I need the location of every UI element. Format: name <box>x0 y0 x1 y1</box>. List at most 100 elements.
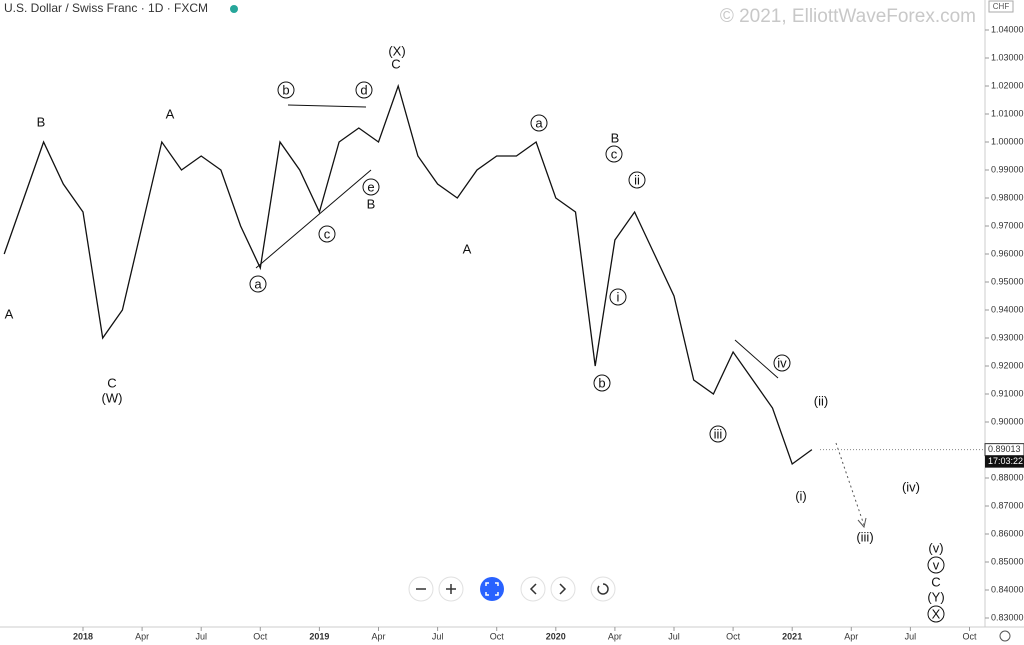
x-tick-label: Apr <box>135 631 149 641</box>
y-tick-label: 0.83000 <box>991 612 1024 622</box>
wave-label: B <box>611 130 620 145</box>
y-tick-label: 0.90000 <box>991 416 1024 426</box>
wave-label: ii <box>634 172 640 187</box>
wave-label: B <box>37 114 46 129</box>
x-tick-label: Apr <box>371 631 385 641</box>
y-tick-label: 0.92000 <box>991 360 1024 370</box>
y-tick-label: 1.02000 <box>991 80 1024 90</box>
watermark: © 2021, ElliottWaveForex.com <box>720 6 976 27</box>
toolbar <box>408 576 616 602</box>
currency-box <box>988 0 1014 13</box>
wave-label: d <box>360 82 367 97</box>
refresh-button[interactable] <box>590 576 616 602</box>
wave-label: A <box>463 241 472 256</box>
y-tick-label: 0.94000 <box>991 304 1024 314</box>
icon <box>559 583 567 595</box>
wave-label: (ii) <box>814 393 828 408</box>
wave-circle <box>355 81 373 99</box>
wave-label: iv <box>777 355 787 370</box>
wave-circle <box>773 354 791 372</box>
y-tick-label: 0.84000 <box>991 584 1024 594</box>
currency: CHF <box>993 2 1010 11</box>
wave-circle <box>927 605 945 623</box>
wave-circle <box>318 225 336 243</box>
y-tick-label: 1.00000 <box>991 136 1024 146</box>
wave-circle <box>593 374 611 392</box>
icon <box>485 582 499 596</box>
wave-label: (iii) <box>856 529 873 544</box>
wave-label: a <box>254 276 262 291</box>
x-tick-label: 2021 <box>782 631 802 641</box>
price-line <box>3 83 813 466</box>
reset-button[interactable] <box>480 577 504 601</box>
triangle-upper-line <box>287 104 367 108</box>
wave-label: (Y) <box>927 589 944 604</box>
x-tick-label: Oct <box>962 631 977 641</box>
wave-label: e <box>367 179 374 194</box>
y-tick-label: 0.88000 <box>991 472 1024 482</box>
y-tick-label: 1.03000 <box>991 52 1024 62</box>
countdown: 17:03:22 <box>988 456 1023 466</box>
icon <box>446 584 456 594</box>
chart-title: U.S. Dollar / Swiss Franc · 1D · FXCM <box>4 1 208 15</box>
x-tick-label: Jul <box>668 631 680 641</box>
y-tick-label: 1.04000 <box>991 24 1024 34</box>
wave-circle <box>605 145 623 163</box>
wave-circle <box>609 288 627 306</box>
x-tick-label: Oct <box>726 631 741 641</box>
scroll-right-button[interactable] <box>550 576 576 602</box>
y-tick-label: 0.95000 <box>991 276 1024 286</box>
wave-label: C <box>391 56 400 71</box>
wave-circle <box>249 275 267 293</box>
x-tick-label: Apr <box>844 631 858 641</box>
wave-label: c <box>611 146 618 161</box>
y-tick-label: 0.99000 <box>991 164 1024 174</box>
wave-circle <box>277 81 295 99</box>
x-tick-label: 2020 <box>546 631 566 641</box>
wave-label: (i) <box>795 488 807 503</box>
wave-label: (v) <box>928 540 943 555</box>
y-tick-label: 0.91000 <box>991 388 1024 398</box>
y-tick-label: 0.98000 <box>991 192 1024 202</box>
triangle-lower-line <box>255 169 372 269</box>
x-tick-label: 2018 <box>73 631 93 641</box>
scroll-left-button[interactable] <box>520 576 546 602</box>
x-tick-label: Jul <box>905 631 917 641</box>
wave-label: C <box>931 574 940 589</box>
last-price: 0.89013 <box>988 444 1021 454</box>
wave-circle <box>530 114 548 132</box>
y-tick-label: 1.01000 <box>991 108 1024 118</box>
wave-circle <box>628 171 646 189</box>
y-tick-label: 0.96000 <box>991 248 1024 258</box>
y-tick-label: 0.86000 <box>991 528 1024 538</box>
countdown-box <box>985 455 1024 468</box>
wave-label: A <box>166 106 175 121</box>
x-tick-label: 2019 <box>309 631 329 641</box>
x-tick-label: Oct <box>253 631 268 641</box>
wave-label: c <box>324 226 331 241</box>
wave-label: (W) <box>102 390 123 405</box>
wave-label: B <box>367 196 376 211</box>
wedge-line <box>734 339 779 379</box>
wave-circle <box>709 425 727 443</box>
x-tick-label: Jul <box>432 631 444 641</box>
wave-label: iii <box>714 426 723 441</box>
wave-label: b <box>598 375 605 390</box>
y-tick-label: 0.87000 <box>991 500 1024 510</box>
x-tick-label: Oct <box>490 631 505 641</box>
wave-label: b <box>282 82 289 97</box>
icon <box>597 583 609 595</box>
y-tick-label: 0.93000 <box>991 332 1024 342</box>
wave-label: a <box>535 115 543 130</box>
settings-button[interactable] <box>999 630 1011 642</box>
wave-circle <box>362 178 380 196</box>
wave-label: C <box>107 375 116 390</box>
x-tick-label: Apr <box>608 631 622 641</box>
wave-label: A <box>5 306 14 321</box>
status-dot <box>230 5 238 13</box>
wave-label: (iv) <box>902 479 920 494</box>
y-tick-label: 0.85000 <box>991 556 1024 566</box>
wave-label: v <box>933 557 940 572</box>
